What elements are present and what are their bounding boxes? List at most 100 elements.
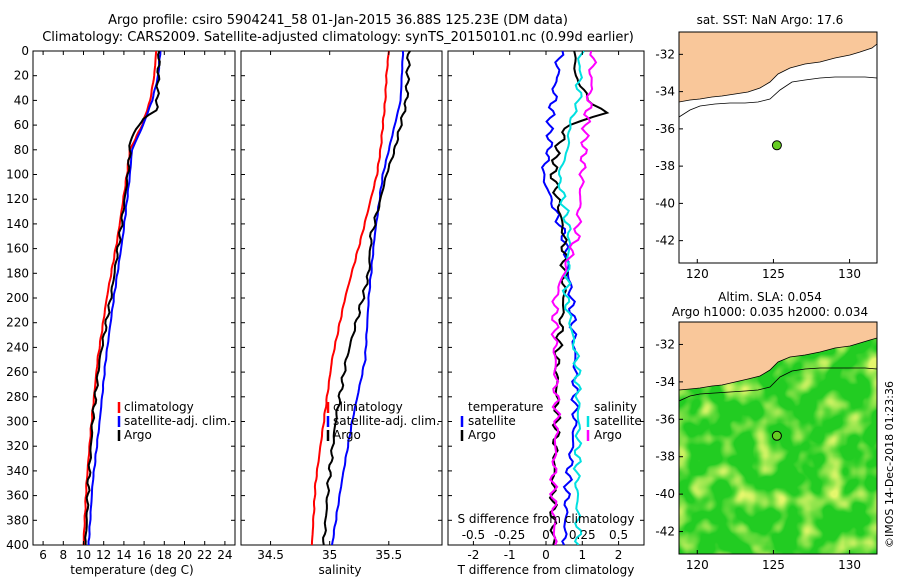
legend-label-t-satellite: satellite bbox=[468, 414, 516, 428]
depth-tick-label: 160 bbox=[6, 242, 29, 256]
x-tick-label: 34.5 bbox=[257, 548, 284, 562]
copyright-watermark: ©IMOS 14-Dec-2018 01:23:36 bbox=[883, 381, 896, 548]
depth-tick-label: 300 bbox=[6, 415, 29, 429]
t-difference-axis-label: T difference from climatology bbox=[457, 563, 635, 577]
depth-tick-label: 100 bbox=[6, 168, 29, 182]
depth-tick-label: 340 bbox=[6, 464, 29, 478]
sla-map-title-line2: Argo h1000: 0.035 h2000: 0.034 bbox=[672, 305, 868, 319]
salinity-axis-label: salinity bbox=[318, 563, 361, 577]
s-tick-label: 0 bbox=[542, 528, 550, 542]
series-line-t-satellite bbox=[540, 51, 580, 545]
legend-label-s-argo: Argo bbox=[594, 428, 622, 442]
map-x-tick-label: 130 bbox=[838, 558, 861, 572]
legend-label-t-argo: Argo bbox=[468, 428, 496, 442]
series-line-satellite-adj-clim- bbox=[87, 51, 162, 545]
legend-label-satellite-adj: satellite-adj. clim. bbox=[124, 414, 231, 428]
sst-map-land bbox=[679, 32, 877, 103]
map-y-tick-label: -32 bbox=[655, 47, 675, 61]
x-tick-label: 1 bbox=[578, 548, 586, 562]
map-y-tick-label: -32 bbox=[655, 337, 675, 351]
map-y-tick-label: -36 bbox=[655, 412, 675, 426]
sst-map-isobath bbox=[679, 76, 877, 118]
series-line-argo bbox=[84, 51, 161, 545]
x-tick-label: 2 bbox=[615, 548, 623, 562]
x-tick-label: 16 bbox=[136, 548, 151, 562]
temperature-panel bbox=[82, 51, 162, 545]
difference-panel-frame bbox=[447, 50, 645, 546]
legend-label-argo: Argo bbox=[124, 428, 152, 442]
depth-tick-label: 60 bbox=[14, 118, 29, 132]
map-y-tick-label: -36 bbox=[655, 122, 675, 136]
series-line-satellite-adj-clim- bbox=[331, 51, 405, 545]
difference-panel bbox=[540, 51, 610, 545]
x-tick-label: 18 bbox=[157, 548, 172, 562]
difference-legend-salinity: salinity satellite Argo bbox=[586, 400, 642, 442]
s-difference-axis-label: S difference from climatology bbox=[458, 512, 635, 526]
salinity-panel bbox=[310, 51, 411, 545]
map-y-tick-label: -40 bbox=[655, 487, 675, 501]
sla-map-frame bbox=[678, 321, 878, 555]
series-line-climatology bbox=[82, 51, 158, 545]
legend-label-s-satellite: satellite bbox=[594, 414, 642, 428]
x-tick-label: 14 bbox=[116, 548, 131, 562]
sla-map-title-line1: Altim. SLA: 0.054 bbox=[718, 290, 822, 304]
depth-tick-label: 380 bbox=[6, 513, 29, 527]
s-tick-label: 0.25 bbox=[569, 528, 596, 542]
temperature-axis-label: temperature (deg C) bbox=[70, 563, 193, 577]
series-line-s-satellite bbox=[557, 51, 585, 545]
series-line-s-argo bbox=[548, 51, 598, 545]
depth-axis: 0 20 40 60 80 100 120 140 160 180 200 220 240 260 280 3… bbox=[6, 44, 29, 552]
depth-tick-label: 180 bbox=[6, 266, 29, 280]
series-line-t-argo bbox=[548, 51, 610, 545]
s-tick-label: 0.5 bbox=[609, 528, 628, 542]
map-y-tick-label: -38 bbox=[655, 450, 675, 464]
x-tick-label: 35 bbox=[322, 548, 337, 562]
depth-tick-label: 220 bbox=[6, 316, 29, 330]
map-x-tick-label: 125 bbox=[762, 558, 785, 572]
depth-tick-label: 240 bbox=[6, 340, 29, 354]
legend-title-temperature: temperature bbox=[468, 400, 543, 414]
depth-tick-label: 20 bbox=[14, 69, 29, 83]
s-tick-label: -0.5 bbox=[462, 528, 485, 542]
x-tick-label: 10 bbox=[76, 548, 91, 562]
map-x-tick-label: 120 bbox=[686, 267, 709, 281]
map-x-tick-label: 130 bbox=[838, 267, 861, 281]
map-y-tick-label: -42 bbox=[655, 234, 675, 248]
x-tick-label: 24 bbox=[217, 548, 232, 562]
depth-tick-label: 320 bbox=[6, 439, 29, 453]
depth-tick-label: 40 bbox=[14, 93, 29, 107]
map-y-tick-label: -34 bbox=[655, 375, 675, 389]
x-tick-label: 6 bbox=[39, 548, 47, 562]
salinity-panel-frame bbox=[240, 50, 443, 546]
series-line-climatology bbox=[310, 51, 390, 545]
s-tick-label: -0.25 bbox=[494, 528, 525, 542]
x-tick-label: 20 bbox=[177, 548, 192, 562]
legend-label-climatology: climatology bbox=[124, 400, 194, 414]
legend-label-argo: Argo bbox=[333, 428, 361, 442]
map-y-tick-label: -34 bbox=[655, 85, 675, 99]
sla-argo-location-marker bbox=[771, 430, 782, 441]
sst-map-title: sat. SST: NaN Argo: 17.6 bbox=[697, 13, 844, 27]
depth-tick-label: 360 bbox=[6, 489, 29, 503]
sst-map-frame bbox=[678, 31, 878, 264]
figure-title-line2: Climatology: CARS2009. Satellite-adjuste… bbox=[42, 30, 634, 45]
figure-title-line1: Argo profile: csiro 5904241_58 01-Jan-20… bbox=[108, 13, 568, 28]
sla-map-land bbox=[679, 322, 877, 391]
depth-tick-label: 260 bbox=[6, 365, 29, 379]
depth-tick-label: 400 bbox=[6, 538, 29, 552]
x-tick-label: 35.5 bbox=[375, 548, 402, 562]
depth-tick-label: 200 bbox=[6, 291, 29, 305]
sst-argo-location-marker bbox=[771, 140, 782, 151]
x-tick-label: 8 bbox=[59, 548, 67, 562]
legend-label-satellite-adj: satellite-adj. clim. bbox=[333, 414, 440, 428]
depth-tick-label: 280 bbox=[6, 390, 29, 404]
legend-label-climatology: climatology bbox=[333, 400, 403, 414]
salinity-legend: climatology satellite-adj. clim. Argo bbox=[326, 400, 440, 442]
temperature-legend: climatology satellite-adj. clim. Argo bbox=[117, 400, 231, 442]
x-tick-label: 12 bbox=[96, 548, 111, 562]
map-y-tick-label: -42 bbox=[655, 525, 675, 539]
sla-map-isobath bbox=[679, 367, 877, 402]
depth-tick-label: 0 bbox=[21, 44, 29, 58]
sst-map-axes: 120 125 130 -32 -34 -36 -38 -40 -42 bbox=[655, 47, 861, 281]
